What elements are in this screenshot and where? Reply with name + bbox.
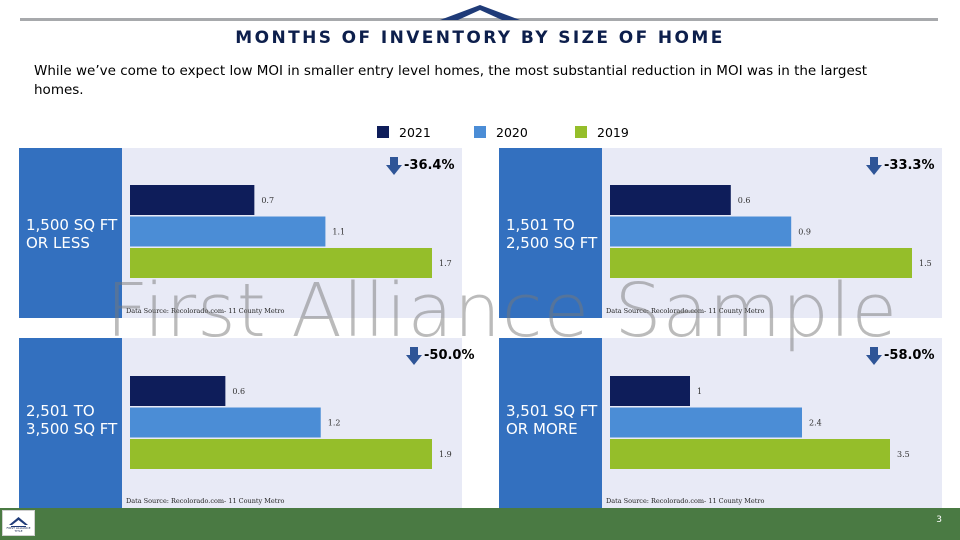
bar-value-label-2021: 1: [697, 387, 702, 396]
bar-2019: [130, 248, 432, 278]
bar-value-label-2019: 3.5: [897, 450, 910, 459]
bar-2020: [130, 216, 326, 247]
panel-category-bar: 1,500 SQ FT OR LESS: [19, 148, 122, 318]
legend-item-2020: 2020: [474, 123, 528, 141]
data-source-note: Data Source: Recolorado.com- 11 County M…: [126, 497, 285, 505]
bar-value-label-2019: 1.9: [439, 450, 452, 459]
category-label-line-1: 1,500 SQ FT: [26, 216, 118, 234]
bar-value-label-2021: 0.6: [232, 387, 245, 396]
bar-2021: [130, 185, 255, 215]
chart-panel-1500-or-less: 1,500 SQ FT OR LESS -36.4% 0.7 1.1 1.7 Dat…: [19, 148, 462, 318]
footer-bar: [0, 508, 960, 540]
data-source-note: Data Source: Recolorado.com- 11 County M…: [606, 497, 765, 505]
bar-value-label-2021: 0.7: [261, 196, 274, 205]
panel-category-bar: 2,501 TO 3,500 SQ FT: [19, 338, 122, 508]
bar-2019: [610, 439, 890, 469]
panel-category-bar: 3,501 SQ FT OR MORE: [499, 338, 602, 508]
percent-change: -36.4%: [404, 158, 455, 173]
legend-label-2020: 2020: [496, 124, 528, 140]
bar-2019: [130, 439, 432, 469]
legend-item-2021: 2021: [377, 123, 431, 141]
bar-chart: 0.6 0.9 1.5: [610, 185, 932, 278]
bar-value-label-2020: 2.4: [809, 419, 822, 428]
category-label-line-1: 2,501 TO: [26, 402, 95, 420]
bar-value-label-2020: 1.2: [328, 419, 341, 428]
company-logo: FIRST ALLIANCE TITLE: [2, 510, 35, 536]
data-source-note: Data Source: Recolorado.com- 11 County M…: [606, 307, 765, 315]
top-divider: [20, 18, 938, 21]
down-arrow-icon: [386, 157, 402, 175]
bar-chart: 0.6 1.2 1.9: [130, 376, 452, 469]
bar-value-label-2019: 1.5: [919, 259, 932, 268]
category-label-line-2: 3,500 SQ FT: [26, 420, 118, 438]
category-label-line-2: OR MORE: [506, 420, 578, 438]
panel-category-bar: 1,501 TO 2,500 SQ FT: [499, 148, 602, 318]
percent-change: -50.0%: [424, 348, 475, 363]
roof-logo-icon: [440, 5, 520, 20]
panel-category-label: 2,501 TO 3,500 SQ FT: [26, 402, 122, 438]
legend-swatch-2019: [575, 126, 587, 138]
page-number: 3: [936, 515, 942, 525]
percent-change: -33.3%: [884, 158, 935, 173]
house-logo-icon: [9, 517, 28, 527]
slide-title: MONTHS OF INVENTORY BY SIZE OF HOME: [235, 28, 725, 48]
bar-2021: [610, 376, 690, 406]
bar-value-label-2020: 1.1: [332, 228, 345, 237]
legend-swatch-2020: [474, 126, 486, 138]
category-label-line-1: 1,501 TO: [506, 216, 575, 234]
percent-change: -58.0%: [884, 348, 935, 363]
bar-2021: [130, 376, 226, 406]
chart-panel-3501-or-more: 3,501 SQ FT OR MORE -58.0% 1 2.4 3.5 Data …: [499, 338, 942, 508]
bar-chart: 0.7 1.1 1.7: [130, 185, 452, 278]
panel-category-label: 1,501 TO 2,500 SQ FT: [506, 216, 602, 252]
bar-2021: [610, 185, 731, 215]
bar-2019: [610, 248, 912, 278]
bar-2020: [130, 407, 321, 438]
down-arrow-icon: [866, 347, 882, 365]
bar-chart: 1 2.4 3.5: [610, 376, 910, 469]
legend-label-2019: 2019: [597, 124, 629, 140]
category-label-line-2: 2,500 SQ FT: [506, 234, 598, 252]
category-label-line-2: OR LESS: [26, 234, 90, 252]
legend-label-2021: 2021: [399, 124, 431, 140]
bar-value-label-2020: 0.9: [798, 228, 811, 237]
chart-panel-2501-to-3500: 2,501 TO 3,500 SQ FT -50.0% 0.6 1.2 1.9 Da…: [19, 338, 475, 508]
logo-wordmark: FIRST ALLIANCE TITLE: [6, 526, 31, 533]
down-arrow-icon: [406, 347, 422, 365]
legend-swatch-2021: [377, 126, 389, 138]
data-source-note: Data Source: Recolorado.com- 11 County M…: [126, 307, 285, 315]
chart-panel-1501-to-2500: 1,501 TO 2,500 SQ FT -33.3% 0.6 0.9 1.5 Da…: [499, 148, 942, 318]
legend-item-2019: 2019: [575, 123, 629, 141]
panel-category-label: 1,500 SQ FT OR LESS: [26, 216, 122, 252]
bar-2020: [610, 407, 802, 438]
slide-subtitle: While we’ve come to expect low MOI in sm…: [34, 63, 868, 98]
category-label-line-1: 3,501 SQ FT: [506, 402, 598, 420]
bar-value-label-2021: 0.6: [738, 196, 751, 205]
chart-legend: 2021 2020 2019: [0, 123, 960, 141]
bar-value-label-2019: 1.7: [439, 259, 452, 268]
down-arrow-icon: [866, 157, 882, 175]
panel-category-label: 3,501 SQ FT OR MORE: [506, 402, 602, 438]
bar-2020: [610, 216, 792, 247]
